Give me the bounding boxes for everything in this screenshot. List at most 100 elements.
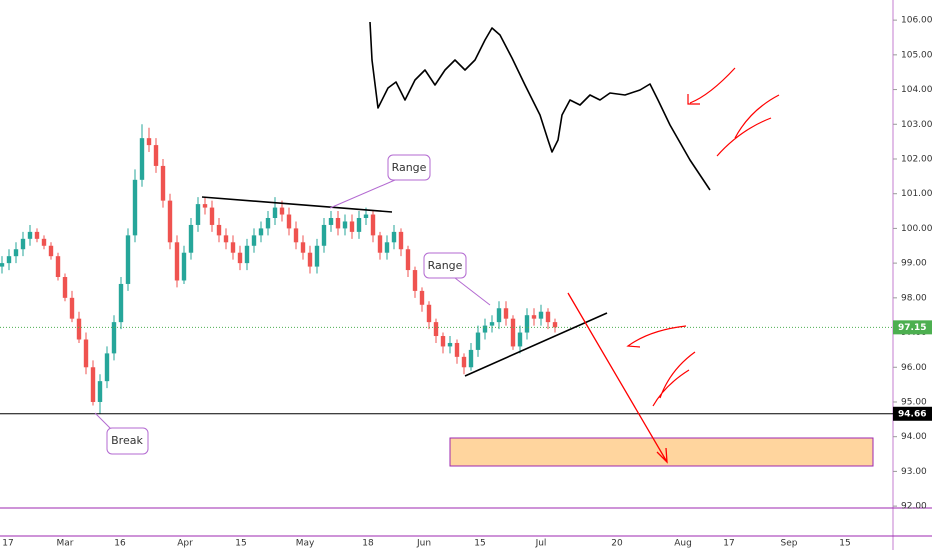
y-tick-label: 102.00 bbox=[901, 154, 932, 164]
last-price-label-bg bbox=[893, 320, 932, 335]
scribble bbox=[687, 67, 736, 105]
candle-body bbox=[426, 304, 432, 323]
candle-body bbox=[461, 356, 467, 368]
x-tick-label: 15 bbox=[474, 539, 485, 549]
x-tick-label: Aug bbox=[674, 539, 692, 549]
candle-body bbox=[447, 342, 453, 347]
candle-body bbox=[552, 322, 558, 328]
candle-body bbox=[209, 207, 215, 225]
hand-drawn-path bbox=[369, 21, 711, 191]
callout-pointer bbox=[329, 179, 396, 209]
candle-body bbox=[83, 339, 89, 368]
candle-body bbox=[545, 311, 551, 323]
candle-body bbox=[293, 228, 299, 243]
candle-body bbox=[314, 245, 320, 267]
candle-body bbox=[405, 249, 411, 271]
candle-body bbox=[496, 308, 502, 323]
candle-body bbox=[440, 336, 446, 347]
candle-body bbox=[342, 221, 348, 229]
candle-body bbox=[6, 256, 12, 264]
candle-body bbox=[251, 235, 257, 246]
candle-body bbox=[531, 315, 537, 319]
x-tick-label: May bbox=[296, 539, 315, 549]
x-tick-label: Sep bbox=[781, 539, 798, 549]
x-tick-label: 20 bbox=[611, 539, 623, 549]
candle-body bbox=[97, 381, 103, 402]
x-tick-label: 15 bbox=[839, 539, 850, 549]
candle-body bbox=[146, 138, 152, 146]
y-tick-label: 98.00 bbox=[901, 293, 927, 303]
candle-body bbox=[118, 283, 124, 323]
candle-body bbox=[181, 252, 187, 281]
y-tick-label: 106.00 bbox=[901, 16, 932, 26]
candle-body bbox=[48, 245, 54, 257]
plot-area bbox=[0, 124, 893, 415]
candle-body bbox=[20, 238, 26, 250]
candle-body bbox=[132, 179, 138, 236]
x-tick-label: 17 bbox=[2, 539, 13, 549]
y-tick-label: 99.00 bbox=[901, 259, 927, 269]
candle-body bbox=[272, 207, 278, 218]
axes: 106.00 105.00 104.00 103.00 102.00 101.00 100.… bbox=[2, 16, 932, 549]
candle-body bbox=[153, 145, 159, 166]
candle-body bbox=[335, 217, 341, 229]
candle-body bbox=[13, 249, 19, 257]
callout-text: Range bbox=[428, 259, 463, 272]
candle-body bbox=[258, 228, 264, 236]
candle-body bbox=[41, 238, 47, 246]
candle-body bbox=[538, 311, 544, 319]
candle-body bbox=[517, 332, 523, 347]
x-tick-label: 16 bbox=[114, 539, 126, 549]
x-tick-label: Jun bbox=[416, 539, 431, 549]
drawings bbox=[201, 21, 874, 467]
candle-body bbox=[27, 231, 33, 239]
candle-body bbox=[475, 332, 481, 350]
candle-body bbox=[419, 290, 425, 305]
candle-body bbox=[69, 297, 75, 319]
y-tick-label: 100.00 bbox=[901, 224, 932, 234]
candle-body bbox=[321, 224, 327, 246]
candle-body bbox=[300, 242, 306, 253]
candle-body bbox=[76, 318, 82, 340]
scribble bbox=[652, 351, 696, 407]
candle-body bbox=[188, 224, 194, 253]
candle-body bbox=[216, 224, 222, 236]
candle-body bbox=[279, 207, 285, 215]
y-tick-label: 95.00 bbox=[901, 397, 927, 407]
y-tick-label: 105.00 bbox=[901, 50, 932, 60]
trend-line bbox=[201, 196, 393, 213]
candle-body bbox=[160, 165, 166, 201]
y-tick-label: 92.00 bbox=[901, 502, 927, 512]
candle-body bbox=[503, 308, 509, 319]
y-tick-label: 93.00 bbox=[901, 467, 927, 477]
candle-body bbox=[377, 235, 383, 253]
candle-body bbox=[139, 138, 145, 180]
candle-body bbox=[384, 242, 390, 253]
candle-body bbox=[433, 322, 439, 337]
candle-body bbox=[223, 235, 229, 243]
candle-body bbox=[391, 231, 397, 243]
callout-box bbox=[387, 154, 431, 181]
x-tick-label: 18 bbox=[362, 539, 374, 549]
callout-text: Break bbox=[111, 434, 143, 447]
candle-body bbox=[0, 263, 5, 267]
candle-body bbox=[195, 204, 201, 225]
candle-body bbox=[230, 242, 236, 253]
x-tick-label: Mar bbox=[57, 539, 74, 549]
candle-body bbox=[510, 318, 516, 347]
x-tick-label: 17 bbox=[723, 539, 734, 549]
candle-body bbox=[174, 242, 180, 281]
callout-text: Range bbox=[392, 161, 427, 174]
candle-body bbox=[349, 221, 355, 232]
candle-body bbox=[167, 200, 173, 243]
candle-body bbox=[398, 231, 404, 250]
callout-pointer bbox=[454, 277, 491, 306]
candle-body bbox=[111, 322, 117, 354]
callout-box bbox=[106, 427, 149, 455]
candle-body bbox=[328, 217, 334, 225]
candle-body bbox=[489, 322, 495, 326]
candle-body bbox=[412, 270, 418, 291]
candle-body bbox=[265, 217, 271, 229]
callout-pointer bbox=[94, 412, 113, 431]
